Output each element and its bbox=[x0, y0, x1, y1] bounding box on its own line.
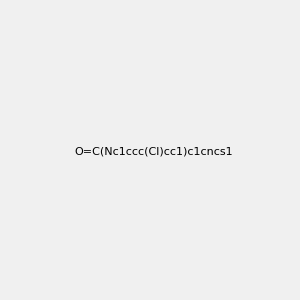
Text: O=C(Nc1ccc(Cl)cc1)c1cncs1: O=C(Nc1ccc(Cl)cc1)c1cncs1 bbox=[74, 146, 233, 157]
